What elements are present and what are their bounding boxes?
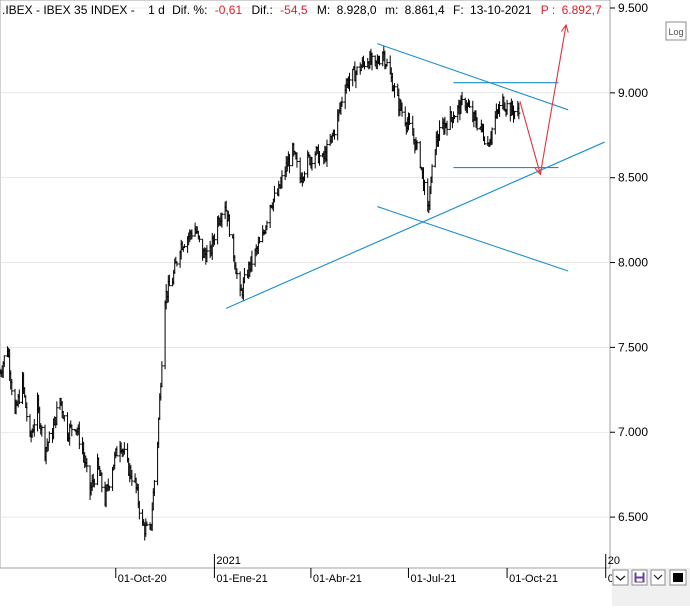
y-tick-label: 8.500 (618, 171, 648, 185)
dropdown-button[interactable] (612, 569, 629, 586)
x-axis: 01-Oct-20 01-Ene-21 01-Abr-21 01-Jul-21 01-O… (115, 554, 620, 585)
header-date-label: F: (453, 3, 464, 17)
arrow-head (560, 23, 569, 33)
y-tick-label: 7.000 (618, 425, 648, 439)
forecast-arrow (539, 24, 567, 175)
header-price-value: 6.892,7 (562, 3, 602, 17)
x-tick-label: 01-Abr-21 (313, 573, 362, 585)
header-min-label: m: (385, 3, 398, 17)
forecast-arrows (519, 23, 569, 176)
chevron-down-icon (653, 574, 663, 580)
y-tick-label: 7.500 (618, 340, 648, 354)
y-tick-label: 8.000 (618, 256, 648, 270)
y-tick-label: 9.000 (618, 86, 648, 100)
y-axis: 9.500 9.000 8.500 8.000 7.500 7.000 6.500 (610, 1, 648, 524)
header-line: .IBEX - IBEX 35 INDEX - 1 d Dif. %: -0,6… (2, 3, 602, 17)
log-button-label: Log (668, 27, 683, 37)
header-max-label: M: (317, 3, 330, 17)
header-dif-label: Dif.: (251, 3, 272, 17)
bottom-toolbar (612, 568, 690, 606)
grid (0, 7, 610, 518)
header-period: 1 d (148, 3, 165, 17)
color-button[interactable] (650, 569, 666, 586)
header-date-value: 13-10-2021 (470, 3, 532, 17)
price-candles (0, 45, 521, 541)
x-tick-label: 01-Oct-21 (509, 573, 558, 585)
chevron-down-icon (615, 575, 626, 581)
x-tick-label: 01-Ene-21 (216, 573, 267, 585)
save-button[interactable] (631, 569, 648, 586)
header-max-value: 8.928,0 (337, 3, 377, 17)
log-button[interactable]: Log (665, 21, 687, 41)
header-dif-pct-label: Dif. %: (172, 3, 207, 17)
header-price-label: P : (541, 3, 555, 17)
color-swatch-button[interactable] (669, 569, 687, 586)
trendline (377, 206, 569, 272)
header-dif-value: -54,5 (280, 3, 308, 17)
color-square-icon (673, 573, 683, 582)
header-dif-pct-value: -0,61 (215, 3, 243, 17)
y-tick-label: 6.500 (618, 510, 648, 524)
x-tick-label: 01-Jul-21 (410, 573, 456, 585)
forecast-arrow (519, 101, 541, 175)
header-min-value: 8.861,4 (405, 3, 445, 17)
header-symbol: .IBEX - IBEX 35 INDEX - (2, 3, 135, 17)
save-icon (634, 572, 645, 583)
y-tick-label: 9.500 (618, 1, 648, 15)
year-marker-label: 2021 (216, 555, 240, 567)
trendline (377, 43, 569, 111)
year-marker-label: 20 (608, 555, 620, 567)
x-tick-label: 01-Oct-20 (118, 573, 167, 585)
